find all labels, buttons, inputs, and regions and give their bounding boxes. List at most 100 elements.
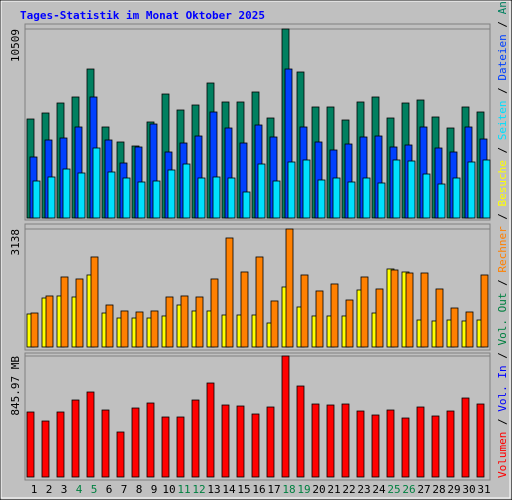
- y-tick-label: 10509: [9, 29, 22, 62]
- bar: [227, 177, 236, 219]
- bar: [452, 177, 461, 219]
- bar: [416, 406, 425, 478]
- bar: [392, 159, 401, 219]
- x-tick-label: 14: [222, 483, 236, 496]
- bar: [330, 283, 339, 348]
- x-tick-label: 8: [136, 483, 143, 496]
- bar: [480, 274, 489, 348]
- x-tick-label: 25: [387, 483, 400, 496]
- x-tick-label: 15: [237, 483, 250, 496]
- x-tick-label: 9: [151, 483, 158, 496]
- bar: [86, 391, 95, 478]
- bar: [206, 382, 215, 478]
- bar: [272, 180, 281, 219]
- x-tick-label: 16: [252, 483, 265, 496]
- bar: [197, 177, 206, 219]
- legend-separator: /: [496, 206, 509, 226]
- bar: [56, 411, 65, 478]
- x-tick-label: 24: [372, 483, 386, 496]
- bar: [180, 295, 189, 348]
- legend-entry: Dateien: [496, 34, 509, 80]
- bar: [281, 355, 290, 478]
- bar: [356, 410, 365, 478]
- bar: [341, 403, 350, 478]
- legend-separator: /: [496, 412, 509, 432]
- bar: [405, 272, 414, 348]
- bar: [437, 183, 446, 219]
- bar: [465, 311, 474, 348]
- bar: [176, 416, 185, 478]
- x-tick-label: 4: [76, 483, 83, 496]
- bar: [47, 176, 56, 219]
- bar: [77, 172, 86, 219]
- bar: [150, 310, 159, 348]
- bar: [212, 176, 221, 219]
- x-tick-label: 18: [282, 483, 295, 496]
- bar: [165, 296, 174, 348]
- x-tick-label: 29: [447, 483, 460, 496]
- x-tick-label: 17: [267, 483, 280, 496]
- legend-entry: Rechner: [496, 226, 509, 273]
- y-tick-label: 845.97 MB: [9, 356, 22, 416]
- bar: [461, 397, 470, 478]
- x-tick-label: 11: [177, 483, 190, 496]
- bar: [362, 177, 371, 219]
- bar: [420, 272, 429, 348]
- bar: [467, 161, 476, 219]
- bar: [285, 228, 294, 348]
- bar: [482, 159, 491, 219]
- legend-separator: /: [496, 273, 509, 293]
- bar: [377, 182, 386, 219]
- bar: [266, 406, 275, 478]
- x-tick-label: 1: [31, 483, 38, 496]
- bar: [45, 295, 54, 348]
- bar: [407, 160, 416, 219]
- bar: [210, 278, 219, 348]
- legend-separator: /: [496, 140, 509, 160]
- bar: [251, 413, 260, 478]
- legend-entry: Besuche: [496, 160, 509, 206]
- x-tick-label: 21: [327, 483, 340, 496]
- bar: [431, 415, 440, 478]
- bar: [422, 173, 431, 219]
- x-tick-label: 2: [46, 483, 53, 496]
- bar: [26, 411, 35, 478]
- bar: [255, 256, 264, 348]
- legend-entry: Volumen: [496, 432, 509, 478]
- bar: [347, 181, 356, 219]
- legend-entry: Anfragen: [496, 0, 509, 14]
- bar: [390, 269, 399, 348]
- x-tick-label: 27: [417, 483, 430, 496]
- bar: [167, 169, 176, 219]
- x-tick-label: 10: [162, 483, 175, 496]
- bar: [131, 407, 140, 478]
- legend-entry: Seiten: [496, 100, 509, 140]
- bar: [257, 163, 266, 219]
- bar: [345, 299, 354, 348]
- bar: [182, 163, 191, 219]
- chart-title: Tages-Statistik im Monat Oktober 2025: [20, 9, 265, 22]
- bar: [30, 312, 39, 348]
- bar: [92, 147, 101, 219]
- bar: [146, 402, 155, 478]
- bar: [105, 304, 114, 348]
- x-tick-label: 20: [312, 483, 325, 496]
- bar: [191, 399, 200, 478]
- x-tick-label: 30: [462, 483, 475, 496]
- legend-separator: /: [496, 81, 509, 101]
- bar: [62, 168, 71, 219]
- bar: [315, 290, 324, 348]
- legend-separator: /: [496, 346, 509, 366]
- bar: [60, 276, 69, 348]
- bar: [476, 403, 485, 478]
- bar: [225, 237, 234, 348]
- x-tick-label: 5: [91, 483, 98, 496]
- bar: [32, 180, 41, 219]
- y-tick-label: 3138: [9, 229, 22, 256]
- bar: [236, 405, 245, 478]
- bar: [107, 171, 116, 219]
- bar: [152, 180, 161, 219]
- legend-entry: Vol. Out: [496, 293, 509, 346]
- bar: [300, 274, 309, 348]
